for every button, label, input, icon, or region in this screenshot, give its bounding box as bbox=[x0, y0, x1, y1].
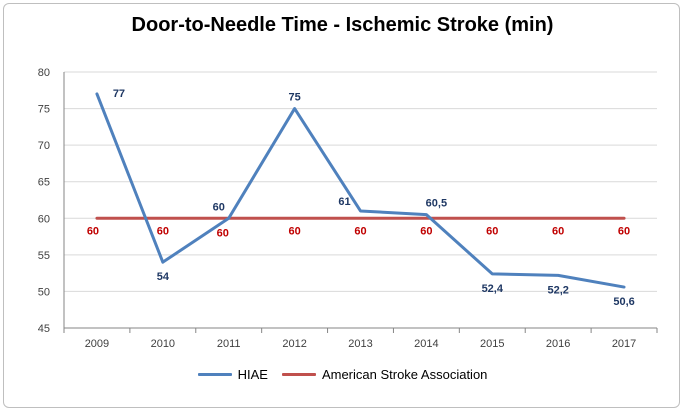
data-label-asa: 60 bbox=[217, 227, 229, 239]
x-tick-label: 2010 bbox=[151, 338, 175, 350]
data-label-hiae: 61 bbox=[338, 196, 350, 208]
y-tick-label: 45 bbox=[38, 323, 50, 335]
x-tick-label: 2009 bbox=[85, 338, 109, 350]
data-label-hiae: 52,2 bbox=[547, 284, 568, 296]
legend-label-hiae: HIAE bbox=[237, 367, 268, 382]
data-label-asa: 60 bbox=[618, 225, 630, 237]
legend-swatch-asa bbox=[281, 373, 316, 376]
data-label-hiae: 54 bbox=[157, 271, 170, 283]
data-label-hiae: 60 bbox=[213, 201, 225, 213]
data-label-asa: 60 bbox=[354, 225, 366, 237]
y-tick-label: 60 bbox=[38, 213, 50, 225]
x-tick-label: 2016 bbox=[546, 338, 570, 350]
legend-swatch-hiae bbox=[197, 373, 232, 376]
y-tick-label: 80 bbox=[38, 67, 50, 79]
y-tick-label: 75 bbox=[38, 104, 50, 116]
data-label-hiae: 50,6 bbox=[613, 296, 634, 308]
data-label-asa: 60 bbox=[87, 225, 99, 237]
x-tick-label: 2013 bbox=[348, 338, 372, 350]
data-label-hiae: 75 bbox=[288, 92, 300, 104]
legend-item-hiae: HIAE bbox=[197, 367, 268, 382]
data-label-hiae: 77 bbox=[113, 88, 125, 100]
y-tick-label: 50 bbox=[38, 286, 50, 298]
x-tick-label: 2012 bbox=[282, 338, 306, 350]
data-label-asa: 60 bbox=[288, 225, 300, 237]
data-label-hiae: 60,5 bbox=[426, 198, 447, 210]
x-tick-label: 2015 bbox=[480, 338, 504, 350]
series-line-hiae bbox=[95, 92, 626, 289]
x-tick-label: 2011 bbox=[217, 338, 241, 350]
x-tick-label: 2017 bbox=[612, 338, 636, 350]
chart-title: Door-to-Needle Time - Ischemic Stroke (m… bbox=[131, 14, 554, 36]
data-label-asa: 60 bbox=[552, 225, 564, 237]
data-label-hiae: 52,4 bbox=[482, 283, 504, 295]
y-tick-label: 55 bbox=[38, 250, 50, 262]
y-tick-label: 65 bbox=[38, 177, 50, 189]
y-tick-label: 70 bbox=[38, 140, 50, 152]
x-tick-label: 2014 bbox=[414, 338, 438, 350]
legend-item-asa: American Stroke Association bbox=[281, 367, 488, 382]
chart-frame bbox=[3, 3, 680, 408]
legend: HIAE American Stroke Association bbox=[0, 367, 685, 382]
data-label-asa: 60 bbox=[486, 225, 498, 237]
data-label-asa: 60 bbox=[420, 225, 432, 237]
legend-label-asa: American Stroke Association bbox=[321, 367, 488, 382]
data-label-asa: 60 bbox=[157, 225, 169, 237]
